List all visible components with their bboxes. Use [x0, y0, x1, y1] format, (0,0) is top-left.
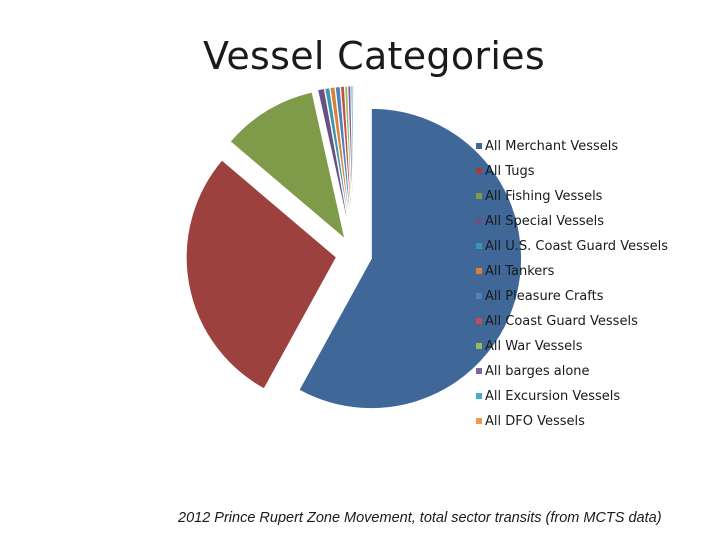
- legend-item: All War Vessels: [476, 336, 668, 361]
- legend-item: All Merchant Vessels: [476, 136, 668, 161]
- legend-item: All U.S. Coast Guard Vessels: [476, 236, 668, 261]
- legend-swatch: [476, 243, 482, 249]
- legend-item: All barges alone: [476, 361, 668, 386]
- chart-title: Vessel Categories: [203, 34, 545, 78]
- legend-item: All Pleasure Crafts: [476, 286, 668, 311]
- legend-label: All barges alone: [485, 364, 590, 379]
- chart-legend: All Merchant Vessels All Tugs All Fishing …: [476, 136, 668, 436]
- legend-item: All Excursion Vessels: [476, 386, 668, 411]
- legend-swatch: [476, 343, 482, 349]
- legend-item: All Fishing Vessels: [476, 186, 668, 211]
- legend-swatch: [476, 143, 482, 149]
- legend-label: All Merchant Vessels: [485, 139, 619, 154]
- pie-slice-all-tugs: [185, 159, 337, 390]
- pie-slice-all-dfo-vessels: [352, 85, 355, 237]
- legend-label: All U.S. Coast Guard Vessels: [485, 239, 669, 254]
- legend-label: All Fishing Vessels: [485, 189, 603, 204]
- legend-label: All Pleasure Crafts: [485, 289, 604, 304]
- legend-label: All Coast Guard Vessels: [485, 314, 638, 329]
- legend-label: All Tugs: [485, 164, 535, 179]
- legend-swatch: [476, 218, 482, 224]
- legend-item: All DFO Vessels: [476, 411, 668, 436]
- legend-swatch: [476, 268, 482, 274]
- legend-swatch: [476, 418, 482, 424]
- legend-item: All Coast Guard Vessels: [476, 311, 668, 336]
- legend-swatch: [476, 168, 482, 174]
- legend-item: All Tugs: [476, 161, 668, 186]
- legend-swatch: [476, 318, 482, 324]
- legend-swatch: [476, 393, 482, 399]
- pie-slice-all-merchant-vessels: [298, 108, 522, 409]
- pie-slice-all-tankers: [329, 86, 353, 237]
- legend-label: All Special Vessels: [485, 214, 605, 229]
- pie-slice-all-pleasure-crafts: [334, 86, 353, 237]
- legend-item: All Special Vessels: [476, 211, 668, 236]
- legend-label: All DFO Vessels: [485, 414, 585, 429]
- pie-slice-all-u-s-coast-guard-vessels: [324, 87, 352, 237]
- legend-swatch: [476, 368, 482, 374]
- pie-slice-all-fishing-vessels: [229, 91, 346, 240]
- pie-slice-all-special-vessels: [317, 88, 351, 237]
- legend-swatch: [476, 293, 482, 299]
- chart-caption: 2012 Prince Rupert Zone Movement, total …: [178, 510, 662, 526]
- legend-swatch: [476, 193, 482, 199]
- legend-label: All War Vessels: [485, 339, 583, 354]
- legend-label: All Excursion Vessels: [485, 389, 621, 404]
- legend-label: All Tankers: [485, 264, 555, 279]
- legend-item: All Tankers: [476, 261, 668, 286]
